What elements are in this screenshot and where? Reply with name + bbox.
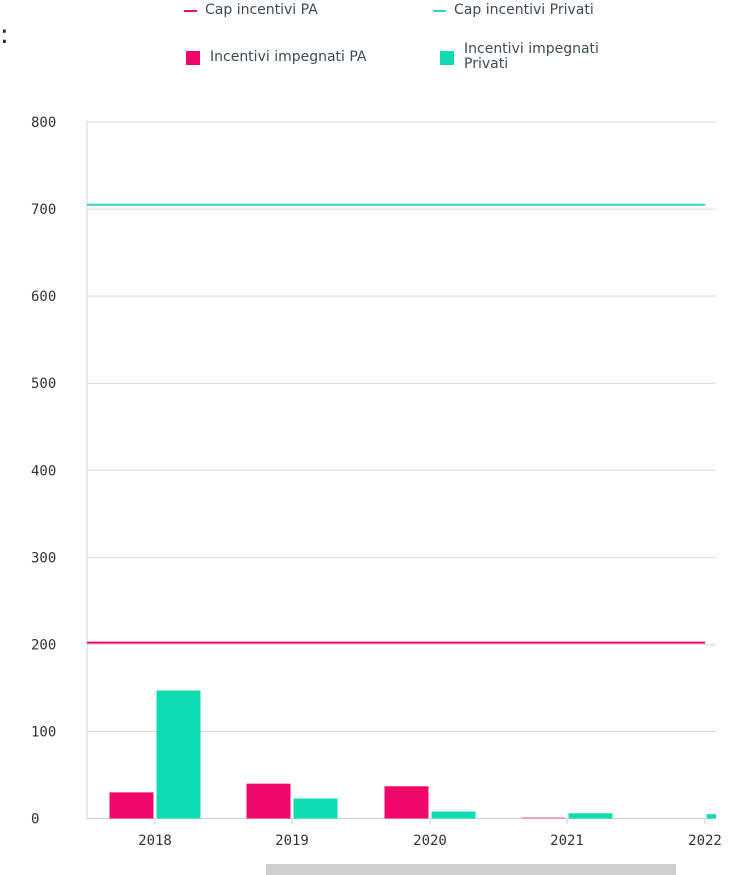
y-tick-label: 300 [31, 550, 56, 566]
bar [384, 786, 429, 819]
bar [521, 817, 566, 819]
x-tick-label: 2022 [688, 833, 722, 849]
bar [109, 792, 154, 819]
x-tick-label: 2020 [413, 833, 447, 849]
y-tick-label: 0 [31, 812, 39, 828]
bar [246, 783, 291, 819]
y-tick-label: 400 [31, 463, 56, 479]
legend-line-icon [184, 10, 197, 12]
x-tick-label: 2019 [275, 833, 309, 849]
stray-colon-text: : [0, 20, 9, 50]
y-tick-label: 600 [31, 289, 56, 305]
legend-square-icon [186, 51, 200, 65]
y-tick-label: 500 [31, 376, 56, 392]
x-tick-label: 2021 [550, 833, 584, 849]
legend-square-icon [440, 51, 454, 65]
legend-label: Cap incentivi PA [205, 2, 318, 18]
bar [568, 813, 613, 819]
y-tick-label: 100 [31, 724, 56, 740]
horizontal-scrollbar[interactable] [266, 864, 676, 875]
legend-line-icon [433, 10, 446, 12]
bar [706, 814, 716, 819]
x-tick-label: 2018 [138, 833, 172, 849]
y-tick-label: 200 [31, 637, 56, 653]
legend-label: Cap incentivi Privati [454, 2, 594, 18]
y-tick-label: 800 [31, 115, 56, 131]
y-tick-label: 700 [31, 202, 56, 218]
legend-label: Incentivi impegnati PA [210, 49, 367, 65]
legend-label: Incentivi impegnati Privati [464, 41, 599, 72]
bar [156, 690, 201, 819]
bar [431, 811, 476, 819]
bar [293, 798, 338, 819]
